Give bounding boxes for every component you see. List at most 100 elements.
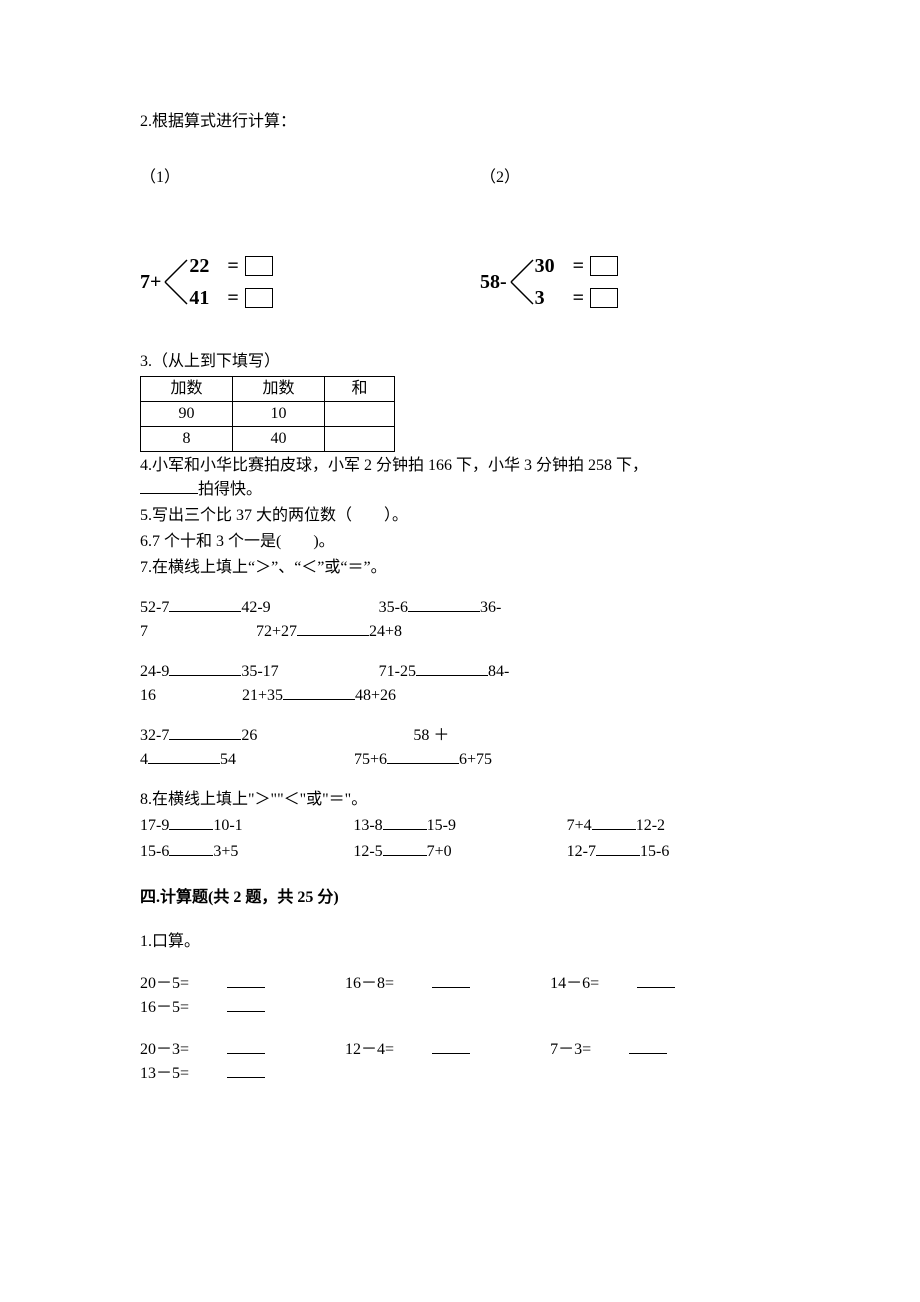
expr: 72+27 bbox=[256, 623, 297, 640]
q2-sub2-label: （2） bbox=[480, 166, 520, 190]
expr: 84- bbox=[488, 663, 509, 680]
expr: 32-7 bbox=[140, 727, 169, 744]
q4: 4.小军和小华比赛拍皮球，小军 2 分钟拍 166 下，小华 3 分钟拍 258… bbox=[140, 454, 780, 502]
table-header: 加数 bbox=[233, 377, 325, 402]
fork2-top: 30 bbox=[535, 251, 567, 281]
expr: 7+4 bbox=[567, 817, 592, 834]
answer-box[interactable] bbox=[590, 288, 618, 308]
table-cell: 8 bbox=[141, 427, 233, 452]
expr: 20－5= bbox=[140, 972, 189, 996]
fork-2: 58- 30 = 3 = bbox=[480, 250, 618, 314]
expr: 6+75 bbox=[459, 751, 492, 768]
expr: 7 bbox=[140, 623, 148, 640]
fill-blank[interactable] bbox=[169, 598, 241, 612]
fill-blank[interactable] bbox=[283, 686, 355, 700]
expr: 42-9 bbox=[241, 599, 270, 616]
fork-1: 7+ 22 = 41 = bbox=[140, 250, 273, 314]
fill-blank[interactable] bbox=[408, 598, 480, 612]
expr: 10-1 bbox=[213, 817, 242, 834]
expr: 12－4= bbox=[345, 1038, 394, 1062]
expr: 26 bbox=[241, 727, 257, 744]
calc-row-2: 20－3= 12－4= 7－3= 13－5= bbox=[140, 1038, 780, 1086]
expr: 36- bbox=[480, 599, 501, 616]
expr: 4 bbox=[140, 751, 148, 768]
expr: 35-17 bbox=[241, 663, 278, 680]
table-cell-blank[interactable] bbox=[325, 402, 395, 427]
q3-table: 加数 加数 和 90 10 8 40 bbox=[140, 376, 395, 452]
table-header: 和 bbox=[325, 377, 395, 402]
fork1-prefix: 7+ bbox=[140, 267, 161, 297]
expr: 21+35 bbox=[242, 687, 283, 704]
q5: 5.写出三个比 37 大的两位数（ ）。 bbox=[140, 504, 780, 528]
fill-blank[interactable] bbox=[227, 1064, 265, 1078]
fill-blank[interactable] bbox=[383, 842, 427, 856]
table-cell: 90 bbox=[141, 402, 233, 427]
fill-blank[interactable] bbox=[432, 974, 470, 988]
q2-header: 2.根据算式进行计算： bbox=[140, 110, 780, 134]
expr: 71-25 bbox=[379, 663, 416, 680]
expr: 20－3= bbox=[140, 1038, 189, 1062]
expr: 16－8= bbox=[345, 972, 394, 996]
expr: 13－5= bbox=[140, 1062, 189, 1086]
expr: 48+26 bbox=[355, 687, 396, 704]
fill-blank[interactable] bbox=[169, 842, 213, 856]
table-row: 90 10 bbox=[141, 402, 395, 427]
eq-sign: = bbox=[573, 251, 584, 281]
expr: 7－3= bbox=[550, 1038, 591, 1062]
expr: 52-7 bbox=[140, 599, 169, 616]
expr: 12-5 bbox=[353, 843, 382, 860]
expr: 15-6 bbox=[640, 843, 669, 860]
expr: 14－6= bbox=[550, 972, 599, 996]
fill-blank[interactable] bbox=[148, 750, 220, 764]
fork1-bot: 41 bbox=[189, 283, 221, 313]
fill-blank[interactable] bbox=[416, 662, 488, 676]
fork2-bot: 3 bbox=[535, 283, 567, 313]
q6: 6.7 个十和 3 个一是( )。 bbox=[140, 530, 780, 554]
fill-blank[interactable] bbox=[387, 750, 459, 764]
table-row: 8 40 bbox=[141, 427, 395, 452]
answer-box[interactable] bbox=[590, 256, 618, 276]
fill-blank[interactable] bbox=[169, 662, 241, 676]
answer-box[interactable] bbox=[245, 256, 273, 276]
answer-box[interactable] bbox=[245, 288, 273, 308]
fill-blank[interactable] bbox=[629, 1040, 667, 1054]
expr: 75+6 bbox=[354, 751, 387, 768]
q2-forks: 7+ 22 = 41 = 58- bbox=[140, 250, 780, 314]
q4-suffix: 拍得快。 bbox=[198, 481, 262, 498]
fill-blank[interactable] bbox=[169, 726, 241, 740]
fill-blank[interactable] bbox=[592, 816, 636, 830]
table-cell-blank[interactable] bbox=[325, 427, 395, 452]
expr: 58 ＋ bbox=[413, 727, 449, 744]
fill-blank[interactable] bbox=[297, 622, 369, 636]
fill-blank[interactable] bbox=[227, 1040, 265, 1054]
q3-header: 3.（从上到下填写） bbox=[140, 350, 780, 374]
fill-blank[interactable] bbox=[432, 1040, 470, 1054]
fill-blank[interactable] bbox=[637, 974, 675, 988]
fill-blank[interactable] bbox=[596, 842, 640, 856]
fill-blank[interactable] bbox=[169, 816, 213, 830]
expr: 3+5 bbox=[213, 843, 238, 860]
fill-blank[interactable] bbox=[227, 998, 265, 1012]
expr: 12-7 bbox=[567, 843, 596, 860]
q4-prefix: 4.小军和小华比赛拍皮球，小军 2 分钟拍 166 下，小华 3 分钟拍 258… bbox=[140, 457, 648, 474]
expr: 16 bbox=[140, 687, 156, 704]
fork-bracket-icon bbox=[507, 250, 537, 314]
fill-blank[interactable] bbox=[227, 974, 265, 988]
fork-bracket-icon bbox=[161, 250, 191, 314]
expr: 16－5= bbox=[140, 996, 189, 1020]
expr: 13-8 bbox=[353, 817, 382, 834]
q7-header: 7.在横线上填上“＞”、“＜”或“＝”。 bbox=[140, 556, 780, 580]
fill-blank[interactable] bbox=[383, 816, 427, 830]
q8-row1: 17-910-1 13-815-9 7+412-2 bbox=[140, 814, 780, 838]
expr: 17-9 bbox=[140, 817, 169, 834]
table-header: 加数 bbox=[141, 377, 233, 402]
fork2-prefix: 58- bbox=[480, 267, 507, 297]
fill-blank[interactable] bbox=[140, 480, 198, 494]
expr: 54 bbox=[220, 751, 236, 768]
expr: 12-2 bbox=[636, 817, 665, 834]
q8-row2: 15-63+5 12-57+0 12-715-6 bbox=[140, 840, 780, 864]
section-4-header: 四.计算题(共 2 题，共 25 分) bbox=[140, 886, 780, 910]
q2-sub1-label: （1） bbox=[140, 166, 480, 190]
eq-sign: = bbox=[227, 251, 238, 281]
q7-group3: 32-7 26 58 ＋ 4 54 75+6 6+75 bbox=[140, 724, 780, 772]
